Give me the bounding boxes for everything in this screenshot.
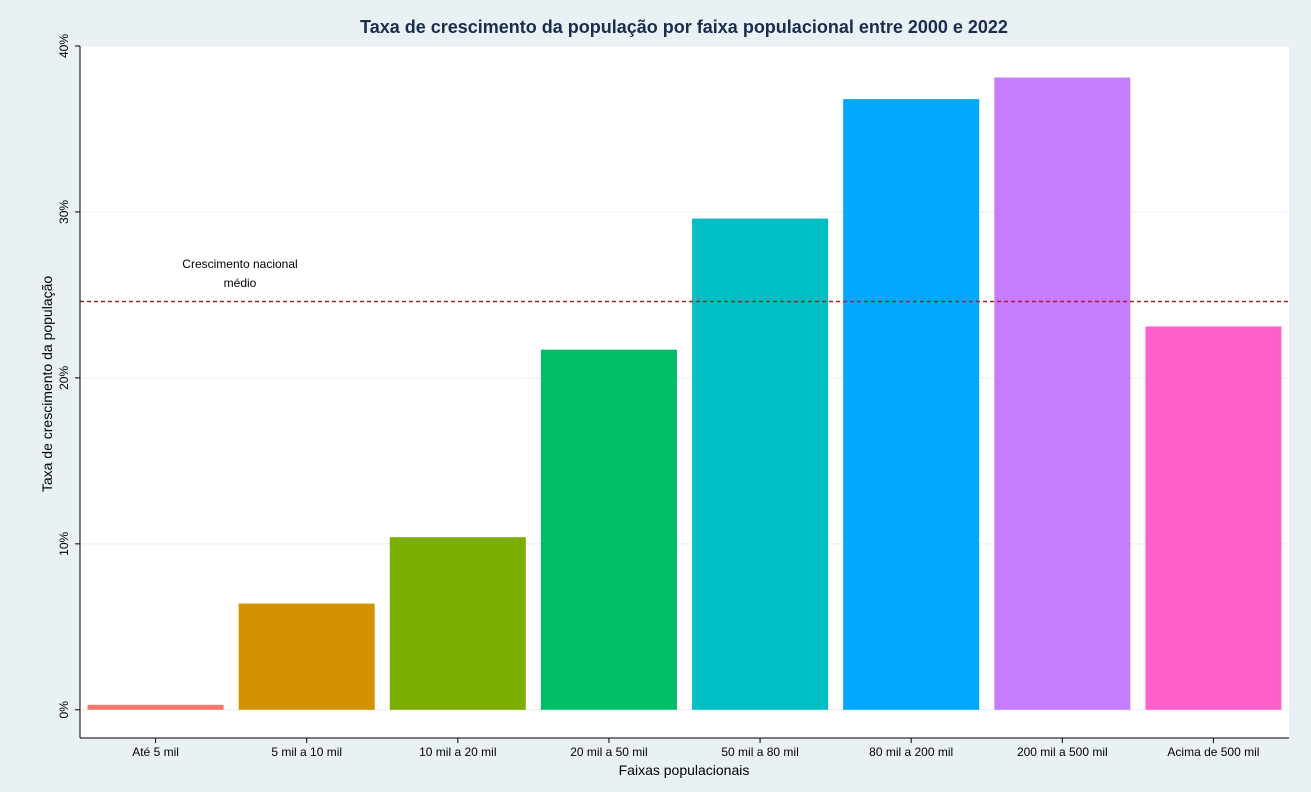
x-tick-label: 200 mil a 500 mil (1017, 745, 1108, 759)
x-tick-label: Acima de 500 mil (1167, 745, 1259, 759)
chart-title: Taxa de crescimento da população por fai… (360, 17, 1008, 37)
x-tick-label: 80 mil a 200 mil (869, 745, 953, 759)
y-tick-label: 20% (57, 366, 71, 390)
bar (87, 704, 224, 710)
reference-line-label-1: Crescimento nacional (182, 257, 297, 271)
bar (540, 349, 677, 710)
bar (692, 218, 829, 710)
x-axis-label: Faixas populacionais (619, 762, 750, 778)
x-tick-label: 20 mil a 50 mil (570, 745, 647, 759)
y-ticks: 0% 10% 20% 30% 40% (57, 34, 80, 719)
x-tick-label: Até 5 mil (132, 745, 179, 759)
bar (238, 603, 375, 710)
reference-line-label-2: médio (224, 276, 257, 290)
bar (994, 77, 1131, 710)
x-tick-label: 5 mil a 10 mil (271, 745, 342, 759)
y-axis-label: Taxa de crescimento da população (39, 276, 55, 493)
bar (1145, 326, 1282, 710)
x-tick-label: 50 mil a 80 mil (721, 745, 798, 759)
x-ticks: Até 5 mil 5 mil a 10 mil 10 mil a 20 mil 20… (132, 738, 1259, 759)
y-tick-label: 0% (57, 701, 71, 719)
bar (389, 537, 526, 710)
y-tick-label: 30% (57, 200, 71, 224)
bar (843, 99, 980, 710)
y-tick-label: 40% (57, 34, 71, 58)
y-tick-label: 10% (57, 532, 71, 556)
x-tick-label: 10 mil a 20 mil (419, 745, 496, 759)
bars (87, 77, 1282, 710)
